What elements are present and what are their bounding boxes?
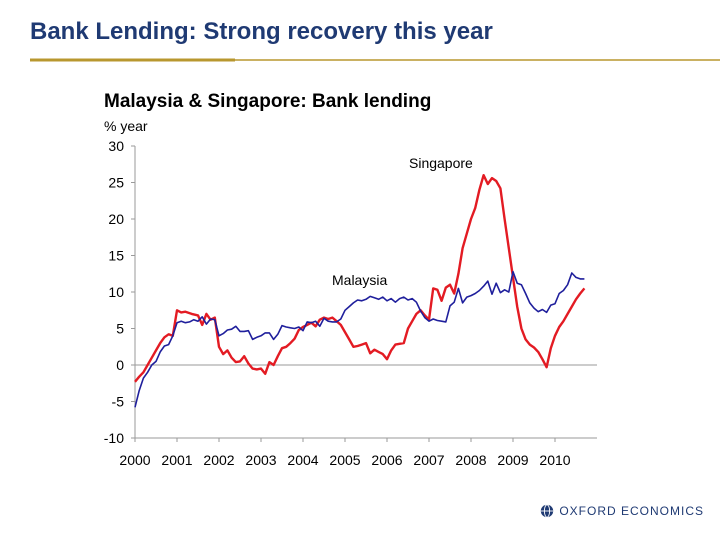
slide-title: Bank Lending: Strong recovery this year [30, 18, 493, 45]
globe-icon [541, 504, 554, 518]
x-tick-label: 2009 [497, 452, 528, 468]
x-tick-label: 2006 [371, 452, 402, 468]
brand-logo: OXFORD ECONOMICS [540, 504, 704, 518]
x-tick-label: 2004 [287, 452, 318, 468]
series-label-malaysia: Malaysia [332, 272, 387, 288]
y-axis-label: % year [104, 118, 148, 134]
chart-title: Malaysia & Singapore: Bank lending [104, 91, 431, 112]
x-tick-label: 2000 [119, 452, 150, 468]
x-tick-label: 2005 [329, 452, 360, 468]
series-line-singapore [134, 174, 586, 383]
x-tick-label: 2007 [413, 452, 444, 468]
y-tick-label: -5 [112, 394, 125, 410]
y-tick-label: 25 [108, 175, 124, 191]
bank-lending-chart: Malaysia & Singapore: Bank lending % yea… [104, 91, 597, 468]
axes: 30 25 20 15 10 5 0 -5 -10 2000 2001 2002 2003 2004 200… [104, 138, 597, 468]
y-tick-label: 30 [108, 138, 124, 154]
brand-name: OXFORD ECONOMICS [559, 504, 704, 518]
x-tick-label: 2010 [539, 452, 570, 468]
y-tick-label: -10 [104, 430, 124, 446]
y-tick-label: 5 [116, 321, 124, 337]
y-tick-label: 10 [108, 284, 124, 300]
series-line-malaysia [134, 270, 585, 408]
series-label-singapore: Singapore [409, 155, 473, 171]
y-tick-label: 15 [108, 248, 124, 264]
series-layer [134, 174, 586, 408]
title-underline [30, 58, 720, 62]
y-tick-label: 20 [108, 211, 124, 227]
x-tick-label: 2001 [161, 452, 192, 468]
y-tick-label: 0 [116, 357, 124, 373]
x-tick-label: 2008 [455, 452, 486, 468]
x-tick-label: 2003 [245, 452, 276, 468]
x-tick-label: 2002 [203, 452, 234, 468]
